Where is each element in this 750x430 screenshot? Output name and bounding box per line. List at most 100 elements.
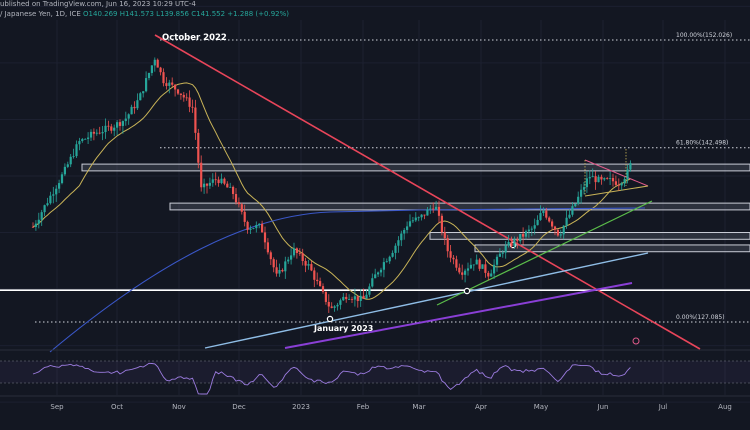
x-axis-tick-label: 2023 <box>292 403 310 411</box>
candle-body <box>498 253 501 257</box>
candle-body <box>133 106 136 109</box>
candle-body <box>527 229 530 232</box>
candle-body <box>263 232 267 243</box>
candle-body <box>580 189 583 197</box>
candle-body <box>545 210 548 218</box>
candle-body <box>165 83 168 86</box>
candle-body <box>162 72 165 84</box>
fib-level-label: 61.80%(142.498) <box>676 140 728 147</box>
candle-body <box>127 114 130 119</box>
candle-body <box>234 194 238 203</box>
x-axis-tick-label: Jul <box>658 403 668 411</box>
candle-body <box>585 178 588 188</box>
candle-body <box>168 82 171 86</box>
candle-body <box>104 125 107 133</box>
candle-body <box>374 274 377 279</box>
candle-body <box>37 219 40 224</box>
fibonacci-levels: 100.00%(152.026) 61.80%(142.498) 0.00%(127… <box>35 32 750 323</box>
candle-body <box>504 245 507 253</box>
candle-body <box>223 178 226 184</box>
downtrend-line <box>154 34 701 350</box>
x-axis-tick-label: Feb <box>357 403 370 411</box>
candle-body <box>333 306 336 308</box>
moving-averages <box>32 82 646 353</box>
candle-body <box>101 132 104 134</box>
candle-body <box>321 286 325 292</box>
candle-body <box>548 217 551 222</box>
candle-body <box>229 186 232 188</box>
candle-body <box>304 260 307 266</box>
candle-body <box>147 72 151 79</box>
candle-body <box>591 176 594 178</box>
candle-body <box>594 176 597 183</box>
candle-body <box>159 67 162 73</box>
candle-body <box>611 178 615 182</box>
candle-body <box>588 177 591 179</box>
candle-body <box>46 203 49 206</box>
candle-body <box>205 183 209 186</box>
candle-body <box>60 174 64 184</box>
candle-body <box>200 162 203 188</box>
candle-body <box>623 179 626 184</box>
x-axis-tick-label: Dec <box>232 403 246 411</box>
candle-body <box>481 264 484 269</box>
candle-body <box>571 206 574 215</box>
x-axis-tick-label: May <box>534 403 548 411</box>
candle-body <box>63 166 66 175</box>
chart-annotations: October 2022 January 2023 <box>162 33 640 345</box>
candle-body <box>52 194 55 196</box>
candle-body <box>348 299 351 300</box>
candle-body <box>145 78 148 92</box>
candle-body <box>614 181 617 185</box>
candle-body <box>536 219 539 226</box>
candle-body <box>551 221 554 227</box>
candle-body <box>142 91 145 94</box>
candle-body <box>203 183 206 188</box>
candle-body <box>319 281 322 287</box>
candle-body <box>208 182 211 186</box>
candle-body <box>292 248 296 256</box>
candle-body <box>539 213 542 220</box>
candle-body <box>455 259 458 268</box>
candle-body <box>58 183 61 189</box>
candle-body <box>174 84 177 90</box>
candle-body <box>110 126 113 131</box>
candle-body <box>89 131 93 138</box>
candle-body <box>269 252 272 260</box>
lightblue-trendline <box>204 252 649 349</box>
candle-body <box>353 296 356 300</box>
x-axis-tick-label: Sep <box>50 403 64 411</box>
october-2022-label: October 2022 <box>162 33 227 43</box>
publish-info: ublished on TradingView.com, Jun 16, 202… <box>0 0 196 8</box>
candle-body <box>507 242 510 246</box>
candle-body <box>379 269 383 273</box>
candle-body <box>368 286 371 295</box>
candle-body <box>356 296 359 301</box>
header-publish-line: ublished on TradingView.com, Jun 16, 202… <box>0 0 196 8</box>
candle-body <box>426 209 429 216</box>
candle-body <box>478 259 481 269</box>
candle-body <box>513 239 516 246</box>
candle-body <box>324 291 327 302</box>
candle-body <box>55 188 58 195</box>
candle-body <box>408 221 412 227</box>
candle-body <box>501 252 504 254</box>
candle-body <box>400 233 403 241</box>
x-axis-tick-label: Mar <box>412 403 425 411</box>
candle-body <box>629 163 632 170</box>
candles <box>31 57 632 313</box>
candle-body <box>298 252 301 254</box>
candle-body <box>237 202 240 205</box>
moving-average-200 <box>49 207 646 353</box>
candle-body <box>153 59 156 66</box>
candle-body <box>574 203 577 207</box>
candle-body <box>406 226 409 230</box>
candle-body <box>519 233 522 242</box>
pennant-lower <box>584 185 649 197</box>
candle-body <box>150 65 153 73</box>
candle-body <box>524 231 528 237</box>
x-axis-tick-label: Aug <box>718 403 732 411</box>
candle-body <box>295 248 298 253</box>
candle-body <box>258 223 261 226</box>
